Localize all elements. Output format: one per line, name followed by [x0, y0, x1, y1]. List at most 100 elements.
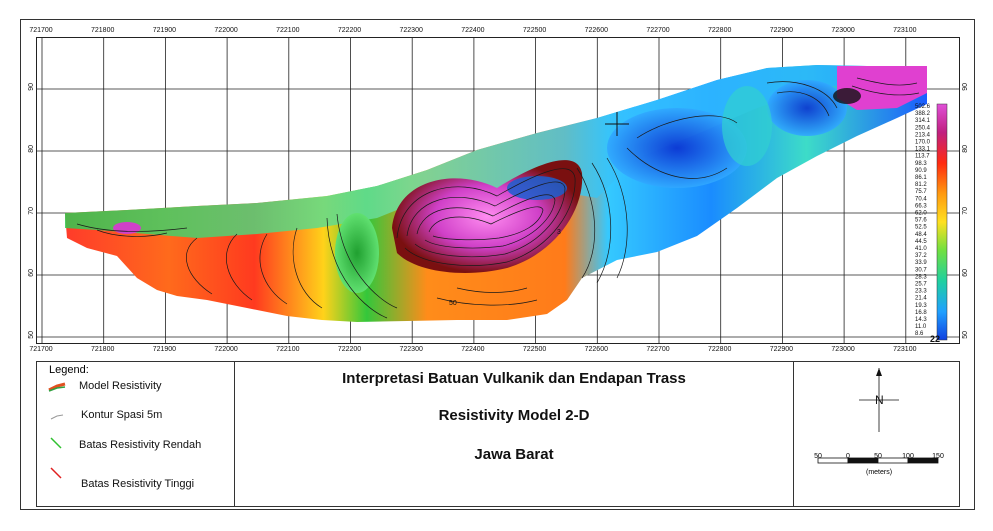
- x-tick-label: 721700: [29, 346, 53, 353]
- x-tick-label: 721900: [152, 27, 177, 34]
- upper-band: [65, 65, 927, 238]
- y-tick-label: 60: [962, 269, 969, 277]
- scale-label: 50: [814, 453, 822, 460]
- colorbar-value: 86.1: [915, 175, 927, 181]
- x-tick-label: 723000: [831, 27, 855, 34]
- colorbar-value: 11.0: [915, 324, 927, 330]
- legend-item-high-boundary: Batas Resistivity Tinggi: [81, 478, 195, 490]
- x-tick-label: 722100: [276, 27, 300, 34]
- model-resistivity-icon: [48, 382, 66, 392]
- x-tick-label: 723100: [893, 346, 917, 353]
- x-tick-label: 722600: [584, 27, 608, 34]
- y-tick-label: 50: [962, 331, 969, 339]
- x-tick-label: 722500: [522, 27, 547, 34]
- x-tick-label: 722900: [769, 27, 794, 34]
- colorbar-value: 314.1: [915, 118, 931, 124]
- north-scale-box: N 50 0 50 100 150 (meters): [793, 362, 959, 506]
- colorbar-value: 23.3: [915, 289, 927, 295]
- x-tick-label: 722800: [708, 346, 732, 353]
- x-tick-label: 721700: [29, 27, 53, 34]
- colorbar-value: 502.6: [915, 104, 931, 110]
- x-tick-label: 721800: [91, 346, 115, 353]
- x-tick-label: 723000: [831, 346, 855, 353]
- colorbar-value: 70.4: [915, 196, 927, 202]
- colorbar-value: 66.3: [915, 203, 927, 209]
- colorbar-value: 170.0: [915, 140, 931, 146]
- legend: Legend: Model Resistivity Kontur Spasi 5…: [37, 362, 235, 506]
- x-tick-label: 723100: [893, 27, 917, 34]
- y-tick-label: 70: [962, 207, 969, 215]
- colorbar-value: 90.9: [915, 168, 927, 174]
- colorbar-value: 30.7: [915, 267, 927, 273]
- colorbar-value: 19.3: [915, 303, 927, 309]
- scale-bar: [817, 457, 939, 464]
- map-location: Jawa Barat: [474, 446, 554, 463]
- colorbar-value: 113.7: [915, 154, 930, 160]
- resistivity-map: 50 3 502.6 388.2 314.1 250.4 213.4 170.0 133.1…: [36, 37, 960, 344]
- x-tick-label: 722700: [646, 346, 670, 353]
- y-tick-label: 70: [28, 207, 35, 215]
- green-lens: [335, 213, 379, 293]
- colorbar-value: 133.1: [915, 147, 931, 153]
- x-tick-label: 722600: [584, 346, 608, 353]
- colorbar-value: 21.4: [915, 296, 927, 302]
- contour-label: 50: [449, 300, 457, 307]
- top-right-core: [833, 88, 861, 104]
- title-block: Interpretasi Batuan Vulkanik dan Endapan…: [235, 362, 793, 506]
- colorbar-value: 213.4: [915, 132, 931, 138]
- low-zone-2: [767, 80, 847, 136]
- high-boundary-icon: [50, 467, 62, 479]
- x-tick-label: 721800: [91, 27, 115, 34]
- y-tick-label: 90: [962, 83, 969, 91]
- x-tick-label: 721900: [152, 346, 177, 353]
- low-zone-1: [607, 108, 747, 188]
- x-tick-label: 722300: [399, 27, 423, 34]
- colorbar-value: 16.8: [915, 310, 927, 316]
- x-tick-label: 722100: [276, 346, 300, 353]
- scale-label: 100: [902, 453, 914, 460]
- x-tick-label: 722300: [399, 346, 423, 353]
- y-tick-label: 50: [28, 331, 35, 339]
- scale-label: 0: [846, 453, 850, 460]
- map-title: Interpretasi Batuan Vulkanik dan Endapan…: [342, 370, 686, 387]
- colorbar-value: 62.0: [915, 211, 927, 217]
- colorbar-value: 41.0: [915, 246, 927, 252]
- colorbar-value: 75.7: [915, 189, 927, 195]
- low-zone-3: [722, 86, 772, 166]
- x-tick-label: 722700: [646, 27, 670, 34]
- colorbar-bottom-label: 22: [930, 334, 940, 344]
- crosshair-marker: [605, 112, 629, 136]
- scale-label: 50: [874, 453, 882, 460]
- colorbar-value: 52.5: [915, 225, 927, 231]
- x-tick-label: 722000: [214, 27, 238, 34]
- north-label: N: [875, 393, 884, 407]
- x-tick-label: 722500: [522, 346, 547, 353]
- contour-label: 3: [557, 229, 561, 236]
- colorbar-value: 44.5: [915, 239, 927, 245]
- x-tick-label: 722000: [214, 346, 238, 353]
- north-arrow-icon: N: [859, 368, 899, 432]
- scale-label: 150: [932, 453, 944, 460]
- x-tick-label: 722800: [708, 27, 732, 34]
- legend-item-low-boundary: Batas Resistivity Rendah: [79, 439, 202, 451]
- colorbar-value: 48.4: [915, 232, 927, 238]
- colorbar-value: 388.2: [915, 111, 931, 117]
- map-subtitle: Resistivity Model 2-D: [438, 407, 590, 424]
- legend-title: Legend:: [49, 364, 89, 376]
- legend-item-model: Model Resistivity: [79, 380, 162, 392]
- x-tick-label: 722400: [461, 27, 485, 34]
- colorbar-value: 8.6: [915, 331, 924, 337]
- colorbar-value: 98.3: [915, 161, 927, 167]
- map-info-panel: Legend: Model Resistivity Kontur Spasi 5…: [36, 361, 960, 507]
- colorbar-value: 28.3: [915, 274, 927, 280]
- colorbar-value: 25.7: [915, 282, 927, 288]
- x-tick-label: 722400: [461, 346, 485, 353]
- colorbar-value: 37.2: [915, 253, 927, 259]
- left-high-spot: [113, 222, 141, 234]
- contour-icon: [50, 414, 64, 420]
- scale-units: (meters): [866, 469, 893, 476]
- x-tick-label: 722200: [337, 346, 362, 353]
- colorbar: [936, 103, 948, 341]
